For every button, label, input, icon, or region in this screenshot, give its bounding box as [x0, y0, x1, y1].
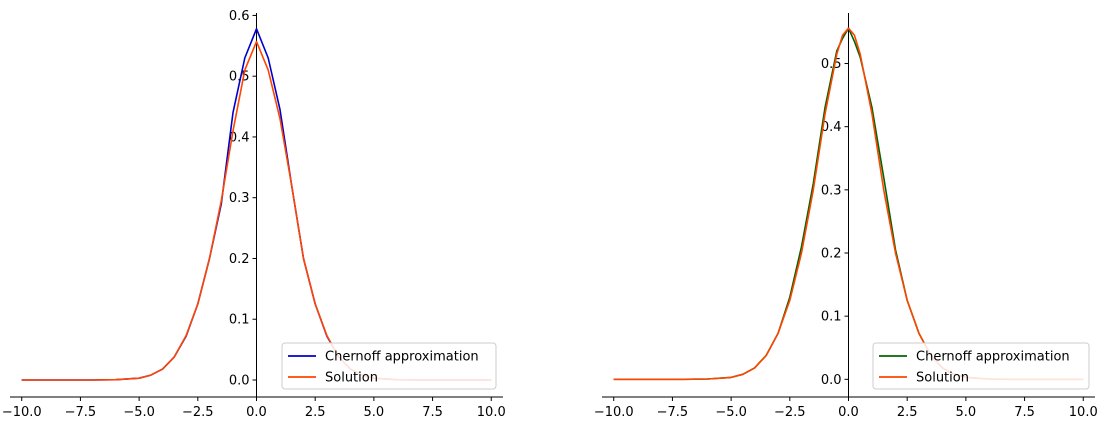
legend-box — [872, 342, 1090, 390]
legend-label: Chernoff approximation — [325, 350, 479, 365]
x-tick-label: −5.0 — [123, 405, 155, 420]
y-tick-label: 0.3 — [229, 191, 250, 206]
y-tick-label: 0.1 — [821, 310, 842, 325]
chart-panel-2: −10.0 −7.5 −5.0 −2.5 0.0 2.5 5.0 7.5 10.0 0.0 0.1 0… — [594, 13, 1098, 420]
y-tick-label: 0.4 — [229, 130, 250, 145]
y-tick-label: 0.4 — [821, 120, 842, 135]
legend-label: Solution — [916, 371, 969, 386]
x-tick-label: 7.5 — [422, 405, 443, 420]
legend-label: Chernoff approximation — [916, 350, 1070, 365]
legend: Chernoff approximation Solution — [281, 342, 497, 390]
x-tick-label: 5.0 — [364, 405, 385, 420]
x-tick-label: −2.5 — [182, 405, 214, 420]
chart-panel-1: −10.0 −7.5 −5.0 −2.5 0.0 2.5 5.0 7.5 10.0 0.0 0.1 0… — [2, 9, 506, 420]
x-tick-label: 0.0 — [246, 405, 267, 420]
y-tick-label: 0.2 — [821, 247, 842, 262]
x-tick-label: 5.0 — [956, 405, 977, 420]
x-tick-label: −7.5 — [657, 405, 689, 420]
y-tick-label: 0.1 — [229, 313, 250, 328]
x-tick-label: −10.0 — [594, 405, 634, 420]
y-tick-label: 0.0 — [821, 373, 842, 388]
x-tick-label: 10.0 — [477, 405, 506, 420]
x-tick-label: 10.0 — [1069, 405, 1098, 420]
x-tick-label: 7.5 — [1014, 405, 1035, 420]
y-tick-label: 0.0 — [229, 373, 250, 388]
y-tick-label: 0.3 — [821, 183, 842, 198]
y-tick-label: 0.6 — [229, 9, 250, 24]
x-tick-label: −5.0 — [715, 405, 747, 420]
legend: Chernoff approximation Solution — [872, 342, 1090, 390]
x-tick-label: 2.5 — [897, 405, 918, 420]
x-tick-label: 2.5 — [305, 405, 326, 420]
y-tick-label: 0.5 — [821, 57, 842, 72]
legend-label: Solution — [325, 371, 378, 386]
x-tick-label: −10.0 — [2, 405, 42, 420]
x-tick-label: −2.5 — [774, 405, 806, 420]
legend-box — [281, 342, 497, 390]
y-tick-label: 0.2 — [229, 252, 250, 267]
x-tick-label: −7.5 — [65, 405, 97, 420]
x-tick-label: 0.0 — [838, 405, 859, 420]
